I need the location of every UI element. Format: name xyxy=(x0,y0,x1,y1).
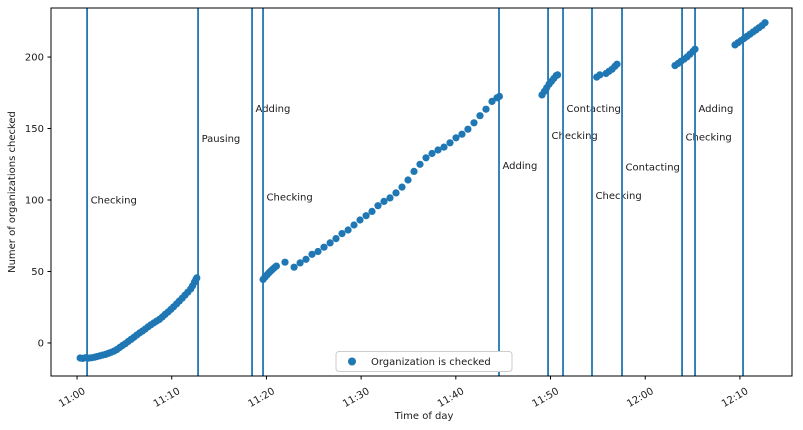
event-lines-layer: Checking Pausing Adding Checking Adding Check… xyxy=(86,8,744,376)
scatter-point xyxy=(374,202,382,210)
y-tick-label: 50 xyxy=(31,267,44,278)
scatter-point xyxy=(476,112,484,120)
event-line-label: Checking xyxy=(267,193,313,204)
scatter-point xyxy=(488,97,496,105)
x-tick-label: 12:00 xyxy=(625,386,655,410)
scatter-point xyxy=(691,45,699,53)
x-tick-label: 11:10 xyxy=(152,386,182,410)
y-tick-label: 200 xyxy=(25,53,44,64)
scatter-point xyxy=(368,207,376,215)
scatter-point xyxy=(356,216,364,224)
y-tick-label: 150 xyxy=(25,124,44,135)
scatter-point xyxy=(410,167,418,175)
scatter-point xyxy=(482,105,490,113)
event-line-label: Adding xyxy=(256,104,291,115)
scatter-point xyxy=(464,125,472,133)
scatter-point xyxy=(434,146,442,154)
scatter-point xyxy=(326,239,334,247)
x-tick-label: 11:30 xyxy=(341,386,371,410)
scatter-point xyxy=(554,71,562,79)
event-line-label: Checking xyxy=(596,191,642,202)
event-line-label: Adding xyxy=(699,104,734,115)
scatter-point xyxy=(596,71,604,79)
event-line-label: Contacting xyxy=(626,163,680,174)
x-axis: 11:00 11:10 11:20 11:30 11:40 11:50 12:00 12:10 xyxy=(57,376,750,410)
event-line-label: Pausing xyxy=(202,134,241,145)
y-axis: 0 50 100 150 200 xyxy=(25,53,51,349)
scatter-point xyxy=(344,226,352,234)
event-line-label: Adding xyxy=(503,161,538,172)
y-tick-label: 100 xyxy=(25,196,44,207)
legend-marker-icon xyxy=(348,357,356,366)
y-axis-title: Numer of organizations checked xyxy=(7,111,18,273)
plot-area-frame xyxy=(50,7,793,377)
scatter-point xyxy=(416,160,424,168)
legend-box xyxy=(335,351,513,372)
scatter-point xyxy=(380,197,388,205)
scatter-point xyxy=(308,250,316,258)
scatter-point xyxy=(296,259,304,267)
scatter-point xyxy=(350,221,358,229)
scatter-point xyxy=(404,176,412,184)
x-tick-label: 11:20 xyxy=(246,386,276,410)
scatter-point xyxy=(302,255,310,263)
x-tick-label: 11:40 xyxy=(436,386,466,410)
event-line-label: Checking xyxy=(686,133,732,144)
scatter-series-layer xyxy=(76,19,769,362)
event-line-label: Checking xyxy=(552,131,598,142)
scatter-point xyxy=(193,274,201,282)
scatter-point xyxy=(290,263,298,271)
legend: Organization is checked xyxy=(335,351,513,372)
scatter-point xyxy=(428,149,436,158)
scatter-point xyxy=(332,235,340,243)
y-tick-label: 0 xyxy=(38,338,44,349)
scatter-point xyxy=(440,143,448,151)
scatter-point xyxy=(470,119,478,127)
scatter-point xyxy=(422,154,430,162)
scatter-point xyxy=(281,258,289,266)
scatter-point xyxy=(613,60,621,68)
scatter-point xyxy=(452,134,460,142)
scatter-point xyxy=(458,130,466,138)
scatter-point xyxy=(320,243,328,251)
x-tick-label: 11:50 xyxy=(531,386,561,410)
scatter-point xyxy=(338,230,346,238)
scatter-point xyxy=(392,189,400,197)
scatter-point xyxy=(495,92,503,100)
legend-label: Organization is checked xyxy=(371,357,491,368)
event-line-label: Checking xyxy=(91,196,137,207)
scatter-point xyxy=(362,212,370,220)
x-tick-label: 11:00 xyxy=(57,386,87,410)
event-line-label: Contacting xyxy=(567,104,621,115)
x-axis-title: Time of day xyxy=(394,411,454,422)
scatter-point xyxy=(761,19,769,27)
x-tick-label: 12:10 xyxy=(720,386,750,410)
scatter-point xyxy=(314,247,322,256)
scatter-point xyxy=(272,262,280,270)
scatter-point xyxy=(446,139,454,147)
scatter-point xyxy=(398,183,406,191)
scatter-point xyxy=(386,194,394,202)
